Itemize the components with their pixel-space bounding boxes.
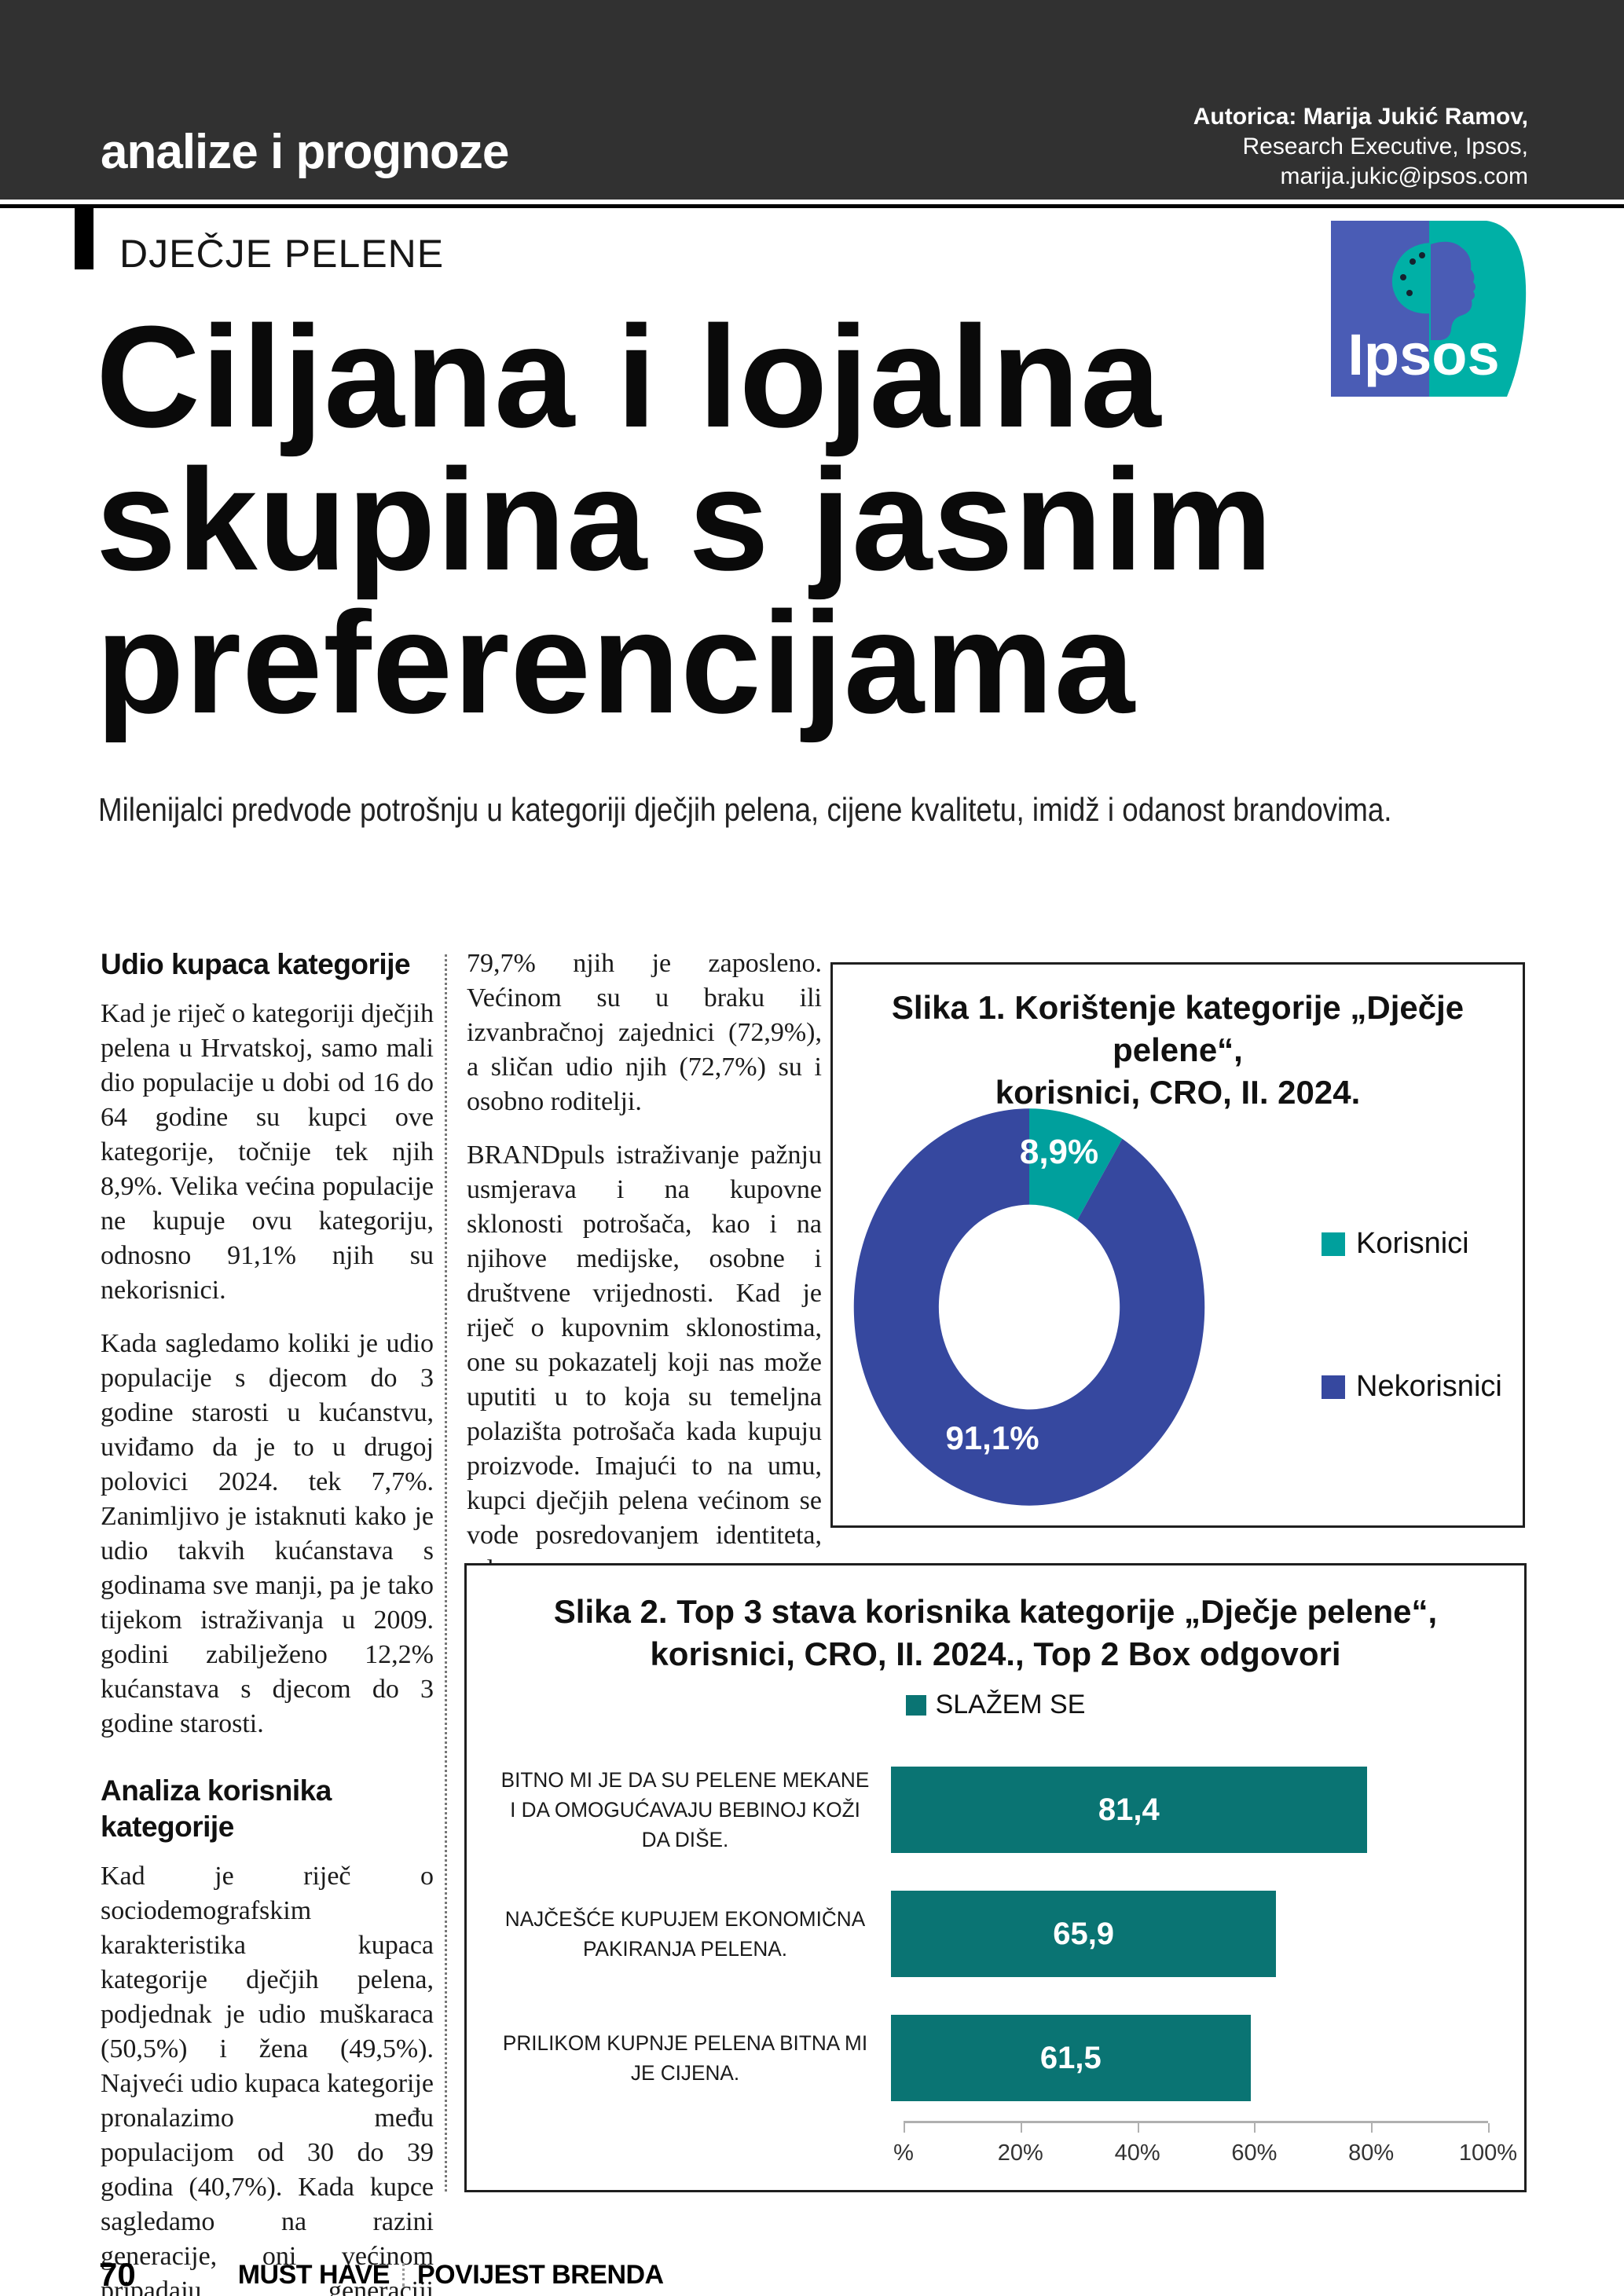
legend-item-nekorisnici: Nekorisnici xyxy=(1322,1370,1502,1404)
page-number: 70 xyxy=(99,2256,136,2293)
bar: 81,4 xyxy=(891,1767,1367,1853)
bar: 61,5 xyxy=(891,2015,1251,2101)
donut-value-label-nekorisnici: 91,1% xyxy=(945,1419,1039,1456)
middle-column-para-2: BRANDpuls istraživanje pažnju usmjerava … xyxy=(467,1141,822,1584)
left-column: Udio kupaca kategorije Kad je riječ o ka… xyxy=(101,947,434,2296)
footer-section-name: POVIJEST BRENDA xyxy=(416,2259,664,2290)
kicker-accent-bar xyxy=(75,205,93,269)
masthead: analize i prognoze Autorica: Marija Juki… xyxy=(0,0,1624,200)
bar-rows: BITNO MI JE DA SU PELENE MEKANE I DA OMO… xyxy=(479,1767,1512,2101)
bar-category-label: BITNO MI JE DA SU PELENE MEKANE I DA OMO… xyxy=(500,1768,870,1851)
page-footer: 70 MUST HAVE POVIJEST BRENDA xyxy=(99,2256,664,2294)
figure-1-donut-chart: Slika 1. Korištenje kategorije „Dječje p… xyxy=(830,962,1525,1528)
bar-category-label: PRILIKOM KUPNJE PELENA BITNA MI JE CIJEN… xyxy=(502,2031,868,2085)
legend-label-slazem-se: SLAŽEM SE xyxy=(935,1690,1086,1719)
axis-tick xyxy=(1254,2123,1256,2133)
axis-tick xyxy=(1371,2123,1373,2133)
bar-category-label: NAJČEŠĆE KUPUJEM EKONOMIČNA PAKIRANJA PE… xyxy=(504,1907,866,1961)
bar: 65,9 xyxy=(891,1891,1277,1977)
legend-label-nekorisnici: Nekorisnici xyxy=(1356,1370,1502,1403)
axis-tick-label: 60% xyxy=(1231,2140,1278,2166)
title-line-1: Ciljana i lojalna xyxy=(96,295,1162,457)
legend-swatch-nekorisnici xyxy=(1322,1375,1345,1399)
figure-1-title: Slika 1. Korištenje kategorije „Dječje p… xyxy=(891,989,1465,1111)
axis-tick xyxy=(904,2123,905,2133)
legend-swatch-korisnici xyxy=(1322,1232,1345,1256)
legend-label-korisnici: Korisnici xyxy=(1356,1227,1469,1260)
bar-value-label: 81,4 xyxy=(1098,1792,1160,1827)
axis-tick xyxy=(1020,2123,1022,2133)
column-divider xyxy=(445,954,447,2192)
left-column-para-2: Kada sagledamo koliki je udio populacije… xyxy=(101,1329,434,1738)
left-column-para-3: Kad je riječ o sociodemografskim karakte… xyxy=(101,1862,434,2296)
footer-magazine-name: MUST HAVE xyxy=(237,2259,390,2290)
author-block: Autorica: Marija Jukić Ramov, Research E… xyxy=(1193,102,1528,192)
header-rule xyxy=(0,204,1624,208)
axis-tick xyxy=(1488,2123,1490,2133)
figure-2-title: Slika 2. Top 3 stava korisnika kategorij… xyxy=(553,1593,1438,1672)
author-email: marija.jukic@ipsos.com xyxy=(1280,163,1528,189)
bar-row: NAJČEŠĆE KUPUJEM EKONOMIČNA PAKIRANJA PE… xyxy=(479,1891,1512,1977)
ipsos-logo-icon: Ipsos xyxy=(1331,221,1527,397)
legend-swatch-slazem-se xyxy=(905,1694,926,1716)
axis-tick-label: 20% xyxy=(997,2140,1043,2166)
axis-tick-label: 40% xyxy=(1114,2140,1160,2166)
title-line-3: preferencijama xyxy=(96,581,1136,743)
axis-tick-label: 80% xyxy=(1348,2140,1395,2166)
donut-plot xyxy=(853,1108,1205,1506)
bar-value-label: 65,9 xyxy=(1053,1916,1115,1951)
left-column-para-1: Kad je riječ o kategoriji dječjih pelena… xyxy=(101,999,434,1305)
legend-item-korisnici: Korisnici xyxy=(1322,1227,1469,1261)
bar-value-label: 61,5 xyxy=(1039,2040,1102,2075)
article-subtitle: Milenijalci predvode potrošnju u kategor… xyxy=(98,791,1392,828)
left-column-heading-1: Udio kupaca kategorije xyxy=(101,948,411,980)
article-kicker: DJEČJE PELENE xyxy=(119,232,445,276)
face-silhouette-icon xyxy=(1431,241,1476,340)
figure-2-legend: SLAŽEM SE xyxy=(467,1690,1524,1720)
bar-row: BITNO MI JE DA SU PELENE MEKANE I DA OMO… xyxy=(479,1767,1512,1853)
figure-2-bar-chart: Slika 2. Top 3 stava korisnika kategorij… xyxy=(464,1563,1527,2192)
axis-tick-label: 100% xyxy=(1458,2140,1518,2166)
donut-slice-korisnici xyxy=(1029,1108,1123,1221)
axis-tick xyxy=(1137,2123,1139,2133)
middle-column-para-1: 79,7% njih je zaposleno. Većinom su u br… xyxy=(467,949,822,1116)
axis-tick-label: % xyxy=(893,2140,914,2166)
middle-column: 79,7% njih je zaposleno. Većinom su u br… xyxy=(467,947,822,1606)
footer-separator xyxy=(401,2263,405,2287)
left-column-heading-2: Analiza korisnika kategorije xyxy=(101,1774,332,1843)
donut-slice-nekorisnici xyxy=(853,1108,1205,1506)
author-role: Research Executive, Ipsos, xyxy=(1242,134,1528,159)
article-title: Ciljana i lojalna skupina s jasnim prefe… xyxy=(96,295,1274,743)
tree-icon xyxy=(1391,243,1431,314)
title-line-2: skupina s jasnim xyxy=(96,438,1274,600)
section-title: analize i prognoze xyxy=(101,125,509,179)
bar-row: PRILIKOM KUPNJE PELENA BITNA MI JE CIJEN… xyxy=(479,2015,1512,2101)
donut-value-label-korisnici: 8,9% xyxy=(1019,1133,1099,1171)
ipsos-wordmark: Ipsos xyxy=(1347,322,1499,387)
x-axis: % 20% 40% 60% 80% 100% xyxy=(893,2121,1517,2166)
author-name: Autorica: Marija Jukić Ramov, xyxy=(1193,104,1528,130)
